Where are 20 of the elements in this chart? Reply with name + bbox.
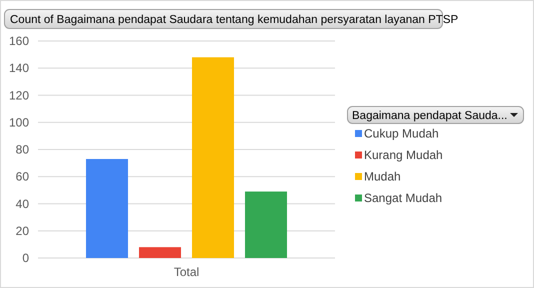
- y-tick-label: 120: [8, 88, 30, 102]
- y-tick-label: 60: [16, 170, 30, 184]
- bar: [139, 247, 181, 258]
- y-tick-label: 0: [22, 251, 30, 265]
- y-tick-label: 40: [16, 196, 30, 211]
- y-tick-label: 100: [8, 115, 30, 130]
- y-tick-label: 140: [8, 61, 30, 76]
- bar: [245, 192, 287, 258]
- y-tick-label: 80: [16, 142, 30, 156]
- legend-label: Kurang Mudah: [364, 148, 443, 162]
- legend-label: Sangat Mudah: [364, 191, 442, 205]
- y-tick-label: 160: [8, 34, 30, 48]
- bar: [86, 158, 128, 258]
- legend-title: Bagaimana pendapat Sauda...: [352, 110, 508, 122]
- legend-label: Cukup Mudah: [364, 126, 439, 140]
- chart-title: Count of Bagaimana pendapat Saudara tentang kemudahan persyaratan layanan PTSP: [10, 14, 459, 26]
- y-tick-label: 20: [16, 224, 30, 238]
- legend-label: Mudah: [364, 170, 401, 184]
- x-tick-label: Total: [174, 265, 200, 279]
- bar: [192, 57, 234, 258]
